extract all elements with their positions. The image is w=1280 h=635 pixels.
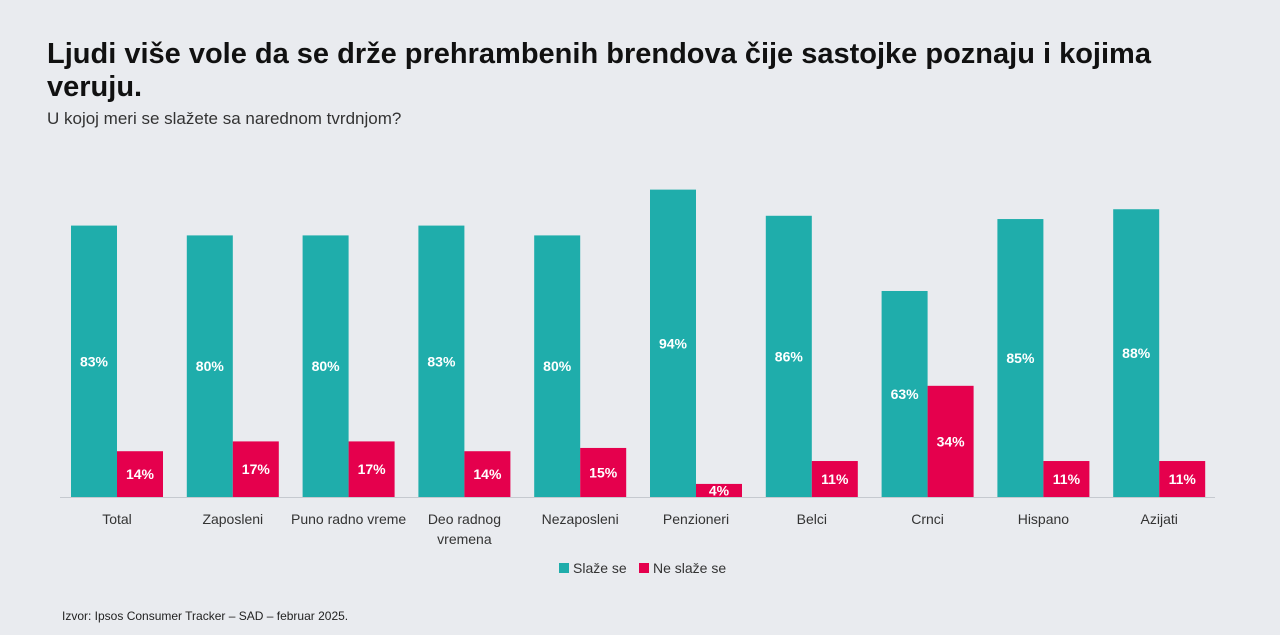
category-label-1: Zaposleni: [202, 511, 263, 527]
category-label-9: Azijati: [1141, 511, 1178, 527]
legend-agree-label: Slaže se: [573, 560, 627, 576]
data-label-disagree-8: 11%: [1053, 471, 1081, 487]
data-label-disagree-9: 11%: [1169, 471, 1197, 487]
source-note: Izvor: Ipsos Consumer Tracker – SAD – fe…: [62, 609, 349, 623]
bar-agree-8: [997, 219, 1044, 498]
data-label-agree-7: 63%: [891, 386, 920, 402]
bar-agree-2: [302, 235, 349, 497]
data-label-disagree-5: 4%: [709, 482, 730, 498]
data-label-agree-8: 85%: [1006, 350, 1035, 366]
category-label-line: vremena: [437, 531, 492, 547]
bar-disagree-5: [696, 483, 742, 497]
category-label-8: Hispano: [1018, 511, 1070, 527]
bar-chart: 83% 14% Total 80% 17% Zaposleni 80% 17% Puno rad…: [60, 189, 1215, 576]
data-label-agree-1: 80%: [196, 358, 225, 374]
data-label-disagree-2: 17%: [358, 461, 387, 477]
category-label-7: Crnci: [911, 511, 944, 527]
data-label-agree-3: 83%: [427, 353, 456, 369]
category-label-6: Belci: [797, 511, 827, 527]
data-label-disagree-0: 14%: [126, 466, 155, 482]
bar-agree-4: [534, 235, 581, 497]
bar-disagree-1: [232, 441, 279, 497]
bar-agree-9: [1113, 209, 1160, 498]
bar-agree-5: [650, 189, 696, 497]
data-label-agree-9: 88%: [1122, 345, 1151, 361]
bar-disagree-3: [464, 451, 511, 497]
bar-agree-0: [71, 225, 117, 497]
data-label-disagree-3: 14%: [473, 466, 502, 482]
bar-disagree-0: [117, 451, 163, 497]
data-label-disagree-4: 15%: [589, 464, 618, 480]
data-label-disagree-7: 34%: [937, 433, 966, 449]
legend-disagree-label: Ne slaže se: [653, 560, 726, 576]
bar-agree-6: [765, 215, 812, 497]
category-label-0: Total: [102, 511, 132, 527]
bar-agree-7: [881, 290, 928, 497]
legend-agree-swatch: [559, 563, 569, 573]
bar-disagree-8: [1043, 461, 1090, 497]
bar-disagree-6: [811, 461, 858, 497]
data-label-disagree-6: 11%: [821, 471, 849, 487]
category-label-2: Puno radno vreme: [291, 511, 406, 527]
bar-disagree-4: [580, 447, 627, 497]
data-label-agree-4: 80%: [543, 358, 572, 374]
data-label-agree-2: 80%: [312, 358, 341, 374]
category-label-3: Deo radnog vremena: [428, 511, 501, 547]
bar-agree-1: [186, 235, 233, 497]
legend-disagree-swatch: [639, 563, 649, 573]
bar-agree-3: [418, 225, 465, 497]
data-label-agree-5: 94%: [659, 335, 688, 351]
chart-subtitle: U kojoj meri se slažete sa narednom tvrd…: [47, 109, 402, 128]
bar-disagree-2: [348, 441, 395, 497]
chart-title: Ljudi više vole da se drže prehrambenih …: [47, 38, 1151, 103]
data-label-disagree-1: 17%: [242, 461, 271, 477]
bar-disagree-9: [1159, 461, 1206, 497]
category-label-5: Penzioneri: [663, 511, 729, 527]
category-label-line: Deo radnog: [428, 511, 501, 527]
data-label-agree-0: 83%: [80, 353, 109, 369]
bar-disagree-7: [927, 385, 974, 497]
data-label-agree-6: 86%: [775, 348, 804, 364]
category-label-4: Nezaposleni: [542, 511, 619, 527]
